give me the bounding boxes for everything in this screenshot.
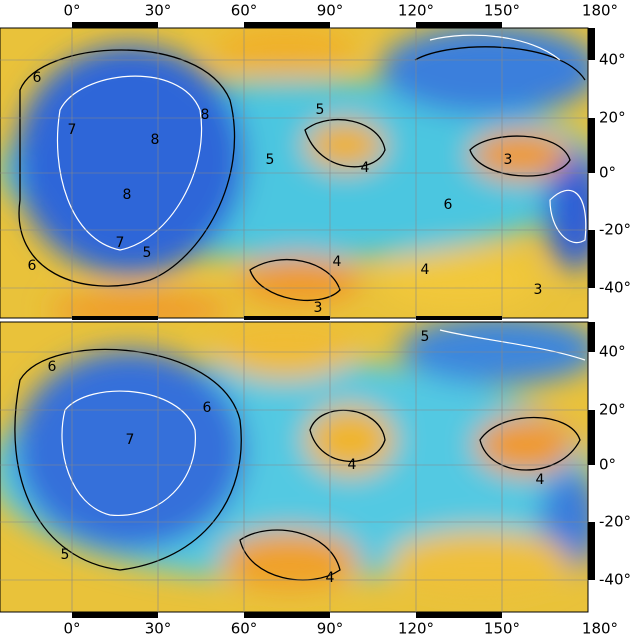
longitude-label: 0° bbox=[63, 2, 80, 20]
contour-label: 7 bbox=[116, 235, 125, 251]
contour-label: 8 bbox=[151, 132, 160, 148]
contour-label: 5 bbox=[61, 547, 70, 563]
contour-label: 6 bbox=[444, 197, 453, 213]
contour-label: 6 bbox=[28, 258, 37, 274]
latitude-label: 20° bbox=[599, 401, 626, 419]
latitude-label: -20° bbox=[599, 513, 631, 531]
top-panel bbox=[0, 28, 588, 318]
contour-label: 4 bbox=[361, 160, 370, 176]
longitude-label: 0° bbox=[63, 620, 80, 638]
latitude-label: -40° bbox=[599, 571, 631, 589]
contour-label: 3 bbox=[504, 152, 513, 168]
longitude-label: 180° bbox=[582, 2, 618, 20]
contour-label: 5 bbox=[421, 329, 430, 345]
longitude-label: 90° bbox=[317, 2, 344, 20]
latitude-label: 20° bbox=[599, 109, 626, 127]
contour-label: 4 bbox=[348, 457, 357, 473]
longitude-label: 120° bbox=[398, 620, 434, 638]
longitude-label: 60° bbox=[231, 2, 258, 20]
latitude-label: 40° bbox=[599, 51, 626, 69]
latitude-label: 40° bbox=[599, 343, 626, 361]
contour-label: 8 bbox=[123, 187, 132, 203]
bottom-panel bbox=[0, 322, 588, 612]
contour-label: 7 bbox=[68, 122, 77, 138]
contour-label: 7 bbox=[126, 432, 135, 448]
contour-label: 3 bbox=[534, 282, 543, 298]
contour-label: 4 bbox=[333, 254, 342, 270]
frame-bars bbox=[72, 22, 595, 618]
longitude-label: 30° bbox=[145, 620, 172, 638]
contour-label: 5 bbox=[143, 245, 152, 261]
latitude-label: -40° bbox=[599, 279, 631, 297]
latitude-label: -20° bbox=[599, 221, 631, 239]
longitude-label: 150° bbox=[484, 620, 520, 638]
longitude-label: 30° bbox=[145, 2, 172, 20]
longitude-label: 120° bbox=[398, 2, 434, 20]
contour-label: 6 bbox=[33, 70, 42, 86]
contour-label: 4 bbox=[536, 472, 545, 488]
contour-label: 6 bbox=[48, 359, 57, 375]
latitude-label: 0° bbox=[599, 456, 616, 474]
longitude-label: 180° bbox=[582, 620, 618, 638]
labels: 0°0°30°30°60°60°90°90°120°120°150°150°18… bbox=[28, 2, 631, 638]
contour-label: 4 bbox=[326, 570, 335, 586]
contour-label: 4 bbox=[421, 262, 430, 278]
longitude-label: 150° bbox=[484, 2, 520, 20]
latitude-label: 0° bbox=[599, 164, 616, 182]
longitude-label: 60° bbox=[231, 620, 258, 638]
longitude-label: 90° bbox=[317, 620, 344, 638]
contour-label: 5 bbox=[316, 102, 325, 118]
contour-label: 3 bbox=[314, 300, 323, 316]
contour-label: 5 bbox=[266, 152, 275, 168]
contour-label: 8 bbox=[201, 107, 210, 123]
contour-label: 6 bbox=[203, 400, 212, 416]
